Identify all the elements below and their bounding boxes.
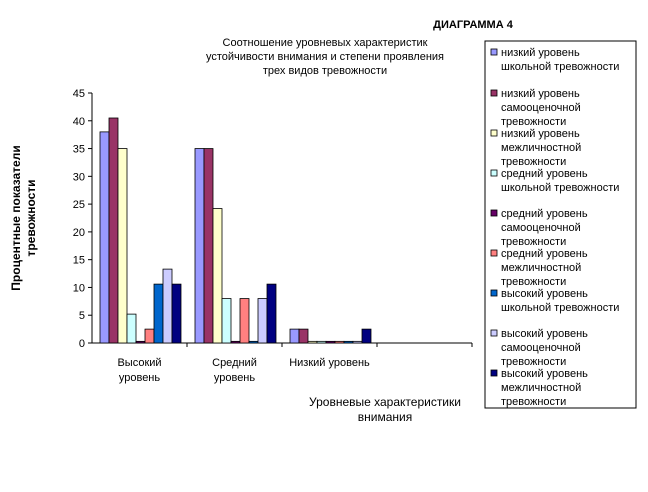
bar: [352, 340, 363, 344]
legend-entry: межличностной: [501, 262, 581, 274]
bar: [266, 283, 277, 344]
legend-swatch: [490, 129, 498, 137]
legend-entry: межличностной: [501, 382, 581, 394]
y-tick-label: 15: [73, 255, 85, 267]
legend-box: [484, 40, 637, 409]
legend-entry: средний уровень: [501, 168, 588, 180]
legend-entry: школьной тревожности: [501, 61, 619, 73]
x-axis-title-line: Уровневые характеристики: [309, 395, 461, 409]
legend-entry: низкий уровень: [501, 128, 580, 140]
chart-title-line: Соотношение уровневых характеристик: [223, 37, 428, 49]
y-tick-labels: 0 5 10 15 20 25 30 35 40 45: [73, 88, 85, 350]
bar: [343, 340, 354, 344]
legend-entry: самооценочной: [501, 342, 581, 354]
bar: [239, 298, 250, 344]
legend-swatch: [490, 169, 498, 177]
bars: [99, 117, 372, 344]
y-axis-title-line: Процентные показатели: [9, 145, 23, 290]
legend-entry: тревожности: [501, 396, 566, 408]
y-tick-label: 40: [73, 116, 85, 128]
bar: [221, 298, 232, 344]
legend-entry: межличностной: [501, 142, 581, 154]
legend-swatch: [490, 249, 498, 257]
bar: [153, 283, 164, 344]
bar: [117, 148, 128, 344]
bar: [162, 268, 173, 344]
legend-entry: тревожности: [501, 356, 566, 368]
y-axis-title: Процентные показатели тревожности: [9, 145, 38, 290]
legend-entry: средний уровень: [501, 248, 588, 260]
legend-entry: тревожности: [501, 276, 566, 288]
bar: [194, 148, 205, 344]
chart-title-line: устойчивости внимания и степени проявлен…: [206, 51, 444, 63]
legend-entry: самооценочной: [501, 102, 581, 114]
bar: [212, 208, 223, 344]
chart-title: Соотношение уровневых характеристик устой…: [206, 37, 444, 77]
legend-swatch: [490, 369, 498, 377]
y-tick-label: 10: [73, 282, 85, 294]
legend-swatch: [490, 329, 498, 337]
bar: [334, 340, 345, 344]
bar: [361, 328, 372, 344]
bar: [325, 340, 336, 344]
y-tick-label: 45: [73, 88, 85, 100]
y-axis-title-line: тревожности: [24, 179, 38, 256]
y-tick-label: 25: [73, 199, 85, 211]
legend-entry: низкий уровень: [501, 88, 580, 100]
bar: [289, 328, 300, 344]
y-tick-label: 5: [79, 310, 85, 322]
bar: [307, 340, 318, 344]
legend-entry: тревожности: [501, 156, 566, 168]
bar: [135, 340, 146, 344]
category-label: уровень: [119, 372, 161, 384]
category-label: Высокий: [117, 357, 161, 369]
bar: [171, 283, 182, 344]
bar: [144, 328, 155, 344]
bar: [203, 148, 214, 344]
legend-swatch: [490, 48, 498, 56]
legend-swatch: [490, 289, 498, 297]
legend-entry: высокий уровень: [501, 288, 588, 300]
y-tick-label: 20: [73, 227, 85, 239]
bar: [230, 340, 241, 344]
x-axis-title-line: внимания: [358, 410, 412, 424]
legend-entry: высокий уровень: [501, 368, 588, 380]
y-tick-label: 30: [73, 171, 85, 183]
bar: [257, 298, 268, 344]
legend: низкий уровень школьной тревожности низкий…: [484, 40, 637, 409]
bar: [298, 328, 309, 344]
category-label: Средний: [212, 357, 257, 369]
legend-entry: высокий уровень: [501, 328, 588, 340]
axes: [88, 92, 473, 347]
y-tick-label: 0: [79, 338, 85, 350]
category-label: уровень: [214, 372, 256, 384]
legend-swatch: [490, 209, 498, 217]
y-tick-label: 35: [73, 144, 85, 156]
legend-swatch: [490, 89, 498, 97]
bar: [126, 313, 137, 344]
legend-entry: средний уровень: [501, 208, 588, 220]
legend-entry: тревожности: [501, 236, 566, 248]
bar: [108, 117, 119, 344]
bar: [316, 340, 327, 344]
legend-entry: низкий уровень: [501, 47, 580, 59]
legend-entry: школьной тревожности: [501, 302, 619, 314]
bar: [248, 340, 259, 344]
diagram-label: ДИАГРАММА 4: [433, 19, 514, 31]
category-labels: Высокий уровень Средний уровень Низкий урове…: [117, 357, 370, 384]
bar: [99, 131, 110, 344]
category-label: Низкий уровень: [289, 357, 370, 369]
legend-entry: школьной тревожности: [501, 182, 619, 194]
legend-entry: тревожности: [501, 116, 566, 128]
legend-entry: самооценочной: [501, 222, 581, 234]
chart-title-line: трех видов тревожности: [263, 65, 387, 77]
